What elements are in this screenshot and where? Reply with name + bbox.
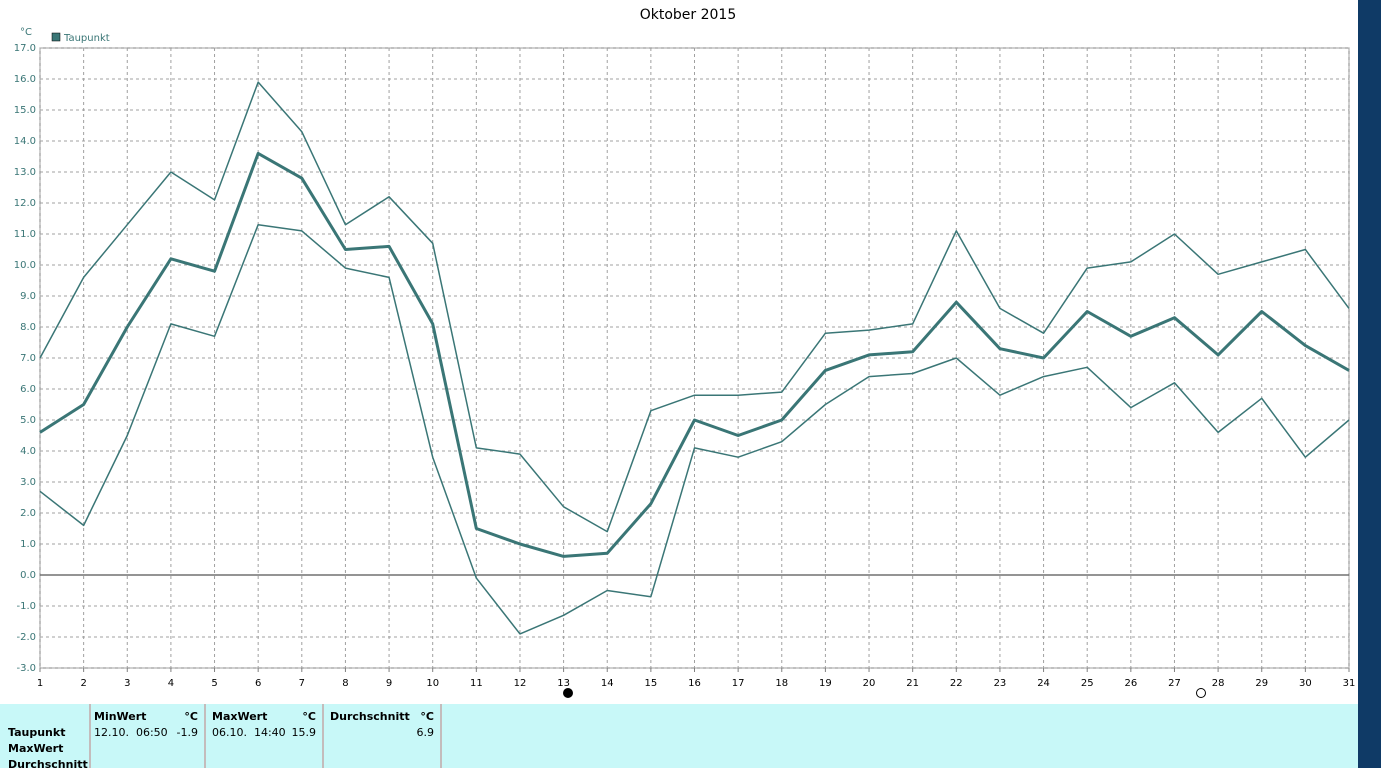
- y-tick-label: 7.0: [20, 353, 36, 364]
- x-tick-label: 27: [1168, 678, 1181, 689]
- stats-panel: [0, 704, 1358, 768]
- x-tick-label: 29: [1255, 678, 1268, 689]
- y-tick-label: 10.0: [14, 260, 36, 271]
- legend-label: Taupunkt: [63, 33, 110, 44]
- x-tick-label: 16: [688, 678, 701, 689]
- table-header: °C: [420, 710, 434, 723]
- x-tick-label: 22: [950, 678, 963, 689]
- legend-swatch: [51, 32, 61, 42]
- x-tick-label: 15: [644, 678, 657, 689]
- x-tick-label: 19: [819, 678, 832, 689]
- y-tick-label: -1.0: [16, 601, 36, 612]
- y-tick-label: -3.0: [16, 663, 36, 674]
- y-tick-label: 14.0: [14, 136, 36, 147]
- chart-title: Oktober 2015: [640, 7, 737, 23]
- cell: -1.9: [177, 726, 198, 739]
- y-tick-label: 13.0: [14, 167, 36, 178]
- x-tick-label: 23: [994, 678, 1007, 689]
- x-tick-label: 8: [342, 678, 348, 689]
- y-tick-label: 2.0: [20, 508, 36, 519]
- cell: 6.9: [417, 726, 435, 739]
- x-tick-label: 11: [470, 678, 483, 689]
- y-tick-label: 5.0: [20, 415, 36, 426]
- y-tick-label: 11.0: [14, 229, 36, 240]
- desktop-strip: [1358, 0, 1381, 768]
- x-tick-label: 21: [906, 678, 919, 689]
- x-tick-label: 30: [1299, 678, 1312, 689]
- x-tick-label: 24: [1037, 678, 1050, 689]
- x-tick-label: 5: [211, 678, 217, 689]
- table-header: °C: [184, 710, 198, 723]
- x-tick-label: 17: [732, 678, 745, 689]
- y-tick-label: 9.0: [20, 291, 36, 302]
- table-header: MaxWert: [212, 710, 267, 723]
- x-tick-label: 7: [299, 678, 305, 689]
- y-tick-label: 16.0: [14, 74, 36, 85]
- table-header: °C: [302, 710, 316, 723]
- cell: 06.10. 14:40: [212, 726, 286, 739]
- x-tick-label: 9: [386, 678, 392, 689]
- x-tick-label: 13: [557, 678, 570, 689]
- y-tick-label: 4.0: [20, 446, 36, 457]
- x-tick-label: 25: [1081, 678, 1094, 689]
- row-label: Durchschnitt: [8, 758, 88, 768]
- y-tick-label: 12.0: [14, 198, 36, 209]
- table-header: Durchschnitt: [330, 710, 410, 723]
- x-tick-label: 14: [601, 678, 614, 689]
- moon-icon: [1196, 688, 1206, 698]
- x-tick-label: 4: [168, 678, 174, 689]
- table-header: MinWert: [94, 710, 146, 723]
- row-label: Taupunkt: [8, 726, 65, 739]
- row-label: MaxWert: [8, 742, 63, 755]
- y-tick-label: 1.0: [20, 539, 36, 550]
- x-tick-label: 6: [255, 678, 261, 689]
- y-unit: °C: [20, 27, 32, 38]
- y-tick-label: 0.0: [20, 570, 36, 581]
- x-tick-label: 28: [1212, 678, 1225, 689]
- y-tick-label: 17.0: [14, 43, 36, 54]
- y-tick-label: 3.0: [20, 477, 36, 488]
- x-tick-label: 31: [1343, 678, 1356, 689]
- series-line: [39, 81, 1350, 533]
- y-tick-label: 15.0: [14, 105, 36, 116]
- series-line: [39, 151, 1350, 558]
- x-tick-label: 20: [863, 678, 876, 689]
- x-tick-label: 26: [1124, 678, 1137, 689]
- y-tick-label: 6.0: [20, 384, 36, 395]
- series-line: [39, 223, 1350, 635]
- cell: 12.10. 06:50: [94, 726, 168, 739]
- y-tick-label: 8.0: [20, 322, 36, 333]
- x-tick-label: 3: [124, 678, 130, 689]
- x-tick-label: 18: [775, 678, 788, 689]
- moon-icon: [563, 688, 573, 698]
- cell: 15.9: [292, 726, 317, 739]
- x-tick-label: 2: [80, 678, 86, 689]
- x-tick-label: 1: [37, 678, 43, 689]
- x-tick-label: 10: [426, 678, 439, 689]
- x-tick-label: 12: [514, 678, 527, 689]
- y-tick-label: -2.0: [16, 632, 36, 643]
